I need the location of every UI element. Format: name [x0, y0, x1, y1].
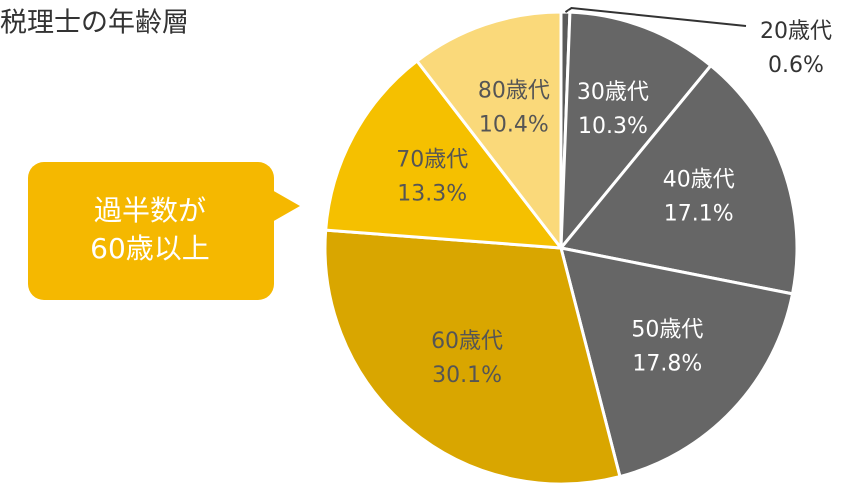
- slice-category: 20歳代: [760, 19, 832, 44]
- slice-value-label: 13.3%: [397, 181, 467, 206]
- pie-slice: [323, 228, 622, 486]
- slice-value-label: 0.6%: [768, 53, 824, 78]
- slice-category: 80歳代: [478, 78, 550, 103]
- pie-slice: [559, 10, 713, 253]
- slice-category: 40歳代: [663, 168, 735, 193]
- pie-slice: [558, 63, 799, 296]
- slice-value-label: 17.8%: [632, 351, 702, 376]
- slice-value-label: 10.4%: [479, 112, 549, 137]
- pie-slice: [324, 58, 565, 250]
- slice-value-label: 30.1%: [432, 363, 502, 388]
- pie-slice: [414, 10, 563, 253]
- slice-category: 50歳代: [631, 317, 703, 342]
- pie-slice: [558, 246, 795, 479]
- callout-pointer: [272, 190, 300, 222]
- slice-value-label: 17.1%: [664, 202, 734, 227]
- callout-text: 過半数が: [94, 194, 206, 227]
- slice-category: 70歳代: [396, 147, 468, 172]
- callout-text: 60歳以上: [90, 232, 210, 265]
- slice-category: 60歳代: [431, 329, 503, 354]
- chart-title: 税理士の年齢層: [0, 8, 189, 39]
- slice-category: 30歳代: [577, 80, 649, 105]
- leader-line: [564, 7, 747, 27]
- callout-box: [28, 162, 274, 300]
- slice-value-label: 10.3%: [578, 114, 648, 139]
